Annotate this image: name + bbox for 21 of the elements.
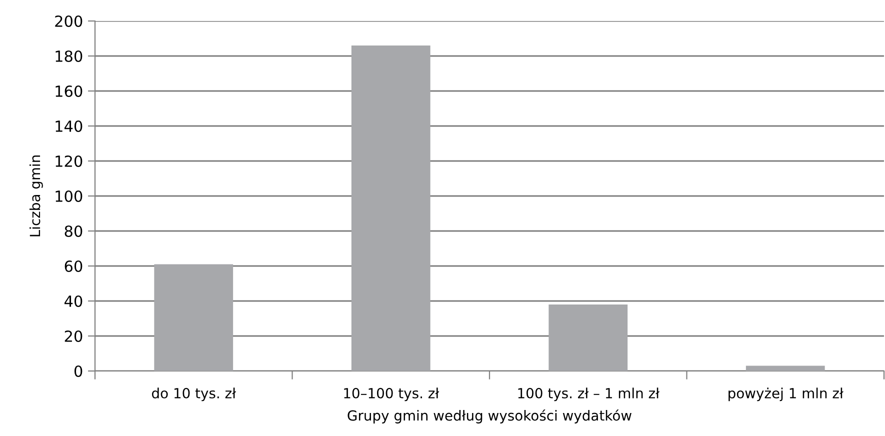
y-tick-label: 180 <box>56 50 82 62</box>
y-axis-title: Liczba gmin <box>29 156 43 236</box>
y-tick-label: 20 <box>64 330 82 342</box>
y-tick-label: 140 <box>56 120 82 132</box>
y-tick-label: 80 <box>64 225 82 238</box>
y-tick-label: 100 <box>56 190 82 202</box>
x-tick-label: do 10 tys. zł <box>152 388 236 402</box>
bar <box>746 366 825 371</box>
x-tick-label: 100 tys. zł – 1 mln zł <box>518 388 660 402</box>
bar <box>154 264 234 371</box>
x-axis-title: Grupy gmin według wysokości wydatków <box>348 409 632 424</box>
x-tick-label: powyżej 1 mln zł <box>728 388 844 402</box>
bar <box>351 46 430 371</box>
y-tick-label: 0 <box>74 365 82 378</box>
x-tick-label: 10–100 tys. zł <box>344 388 440 402</box>
y-tick-label: 60 <box>64 260 82 272</box>
y-tick-label: 40 <box>64 295 82 308</box>
y-tick-label: 120 <box>56 155 82 168</box>
y-tick-label: 160 <box>56 85 82 98</box>
bar <box>548 304 628 371</box>
y-tick-label: 200 <box>55 15 82 28</box>
